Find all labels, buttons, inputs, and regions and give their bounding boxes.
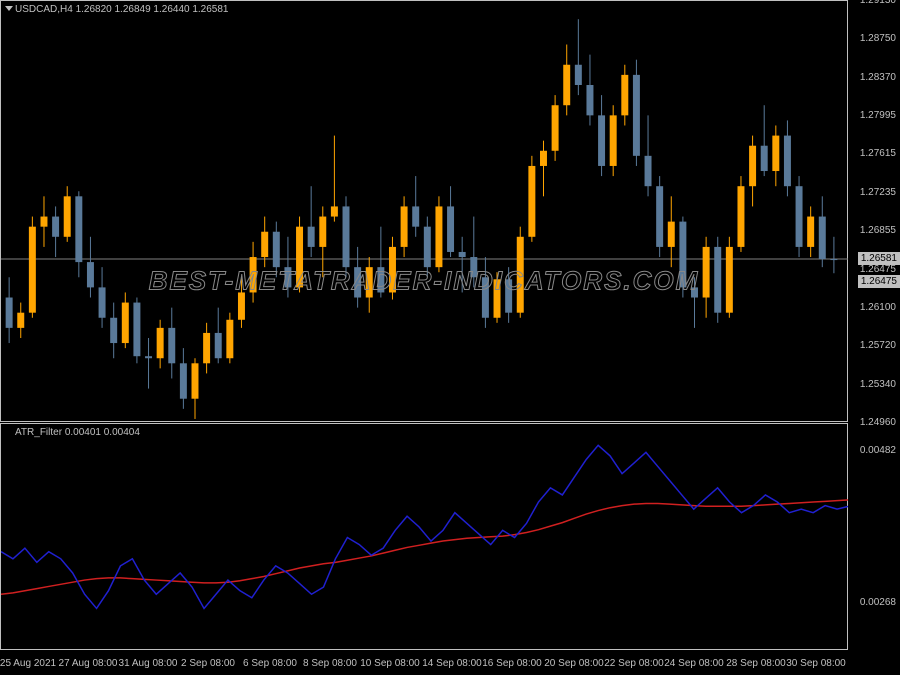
- price-tag: 1.26475: [858, 275, 900, 288]
- x-tick-label: 27 Aug 08:00: [59, 658, 118, 669]
- y-tick-label: 1.26475: [860, 264, 896, 275]
- x-tick-label: 14 Sep 08:00: [422, 658, 482, 669]
- y-tick-label: 1.28750: [860, 33, 896, 44]
- x-tick-label: 30 Sep 08:00: [786, 658, 846, 669]
- dropdown-icon[interactable]: [5, 6, 13, 11]
- main-chart-title: USDCAD,H4 1.26820 1.26849 1.26440 1.2658…: [15, 4, 229, 15]
- x-axis: 25 Aug 202127 Aug 08:0031 Aug 08:002 Sep…: [0, 650, 848, 675]
- x-tick-label: 24 Sep 08:00: [664, 658, 724, 669]
- y-tick-label: 1.24960: [860, 417, 896, 428]
- y-tick-label: 1.26100: [860, 302, 896, 313]
- y-tick-label: 1.27235: [860, 187, 896, 198]
- x-tick-label: 6 Sep 08:00: [243, 658, 297, 669]
- candlestick-chart[interactable]: [1, 1, 849, 423]
- x-tick-label: 25 Aug 2021: [0, 658, 56, 669]
- y-tick-label: 1.28370: [860, 72, 896, 83]
- y-tick-label: 1.27995: [860, 110, 896, 121]
- y-tick-label: 0.00482: [860, 445, 896, 456]
- y-tick-label: 1.29130: [860, 0, 896, 6]
- x-tick-label: 20 Sep 08:00: [544, 658, 604, 669]
- x-tick-label: 31 Aug 08:00: [119, 658, 178, 669]
- y-tick-label: 1.25720: [860, 340, 896, 351]
- main-chart-panel[interactable]: USDCAD,H4 1.26820 1.26849 1.26440 1.2658…: [0, 0, 848, 422]
- atr-indicator-chart[interactable]: [1, 424, 849, 651]
- watermark-text: BEST-METATRADER-INDICATORS.COM: [149, 266, 700, 297]
- x-tick-label: 22 Sep 08:00: [604, 658, 664, 669]
- price-tag: 1.26581: [858, 252, 900, 265]
- indicator-title: ATR_Filter 0.00401 0.00404: [15, 427, 140, 438]
- x-tick-label: 10 Sep 08:00: [360, 658, 420, 669]
- y-tick-label: 1.25340: [860, 379, 896, 390]
- x-tick-label: 28 Sep 08:00: [726, 658, 786, 669]
- x-tick-label: 2 Sep 08:00: [181, 658, 235, 669]
- x-tick-label: 16 Sep 08:00: [482, 658, 542, 669]
- indicator-panel[interactable]: ATR_Filter 0.00401 0.00404: [0, 423, 848, 650]
- y-tick-label: 1.26855: [860, 225, 896, 236]
- x-tick-label: 8 Sep 08:00: [303, 658, 357, 669]
- y-tick-label: 1.27615: [860, 148, 896, 159]
- y-axis: 1.29130 1.28750 1.28370 1.27995 1.27615 1.272…: [848, 0, 900, 650]
- y-tick-label: 0.00268: [860, 597, 896, 608]
